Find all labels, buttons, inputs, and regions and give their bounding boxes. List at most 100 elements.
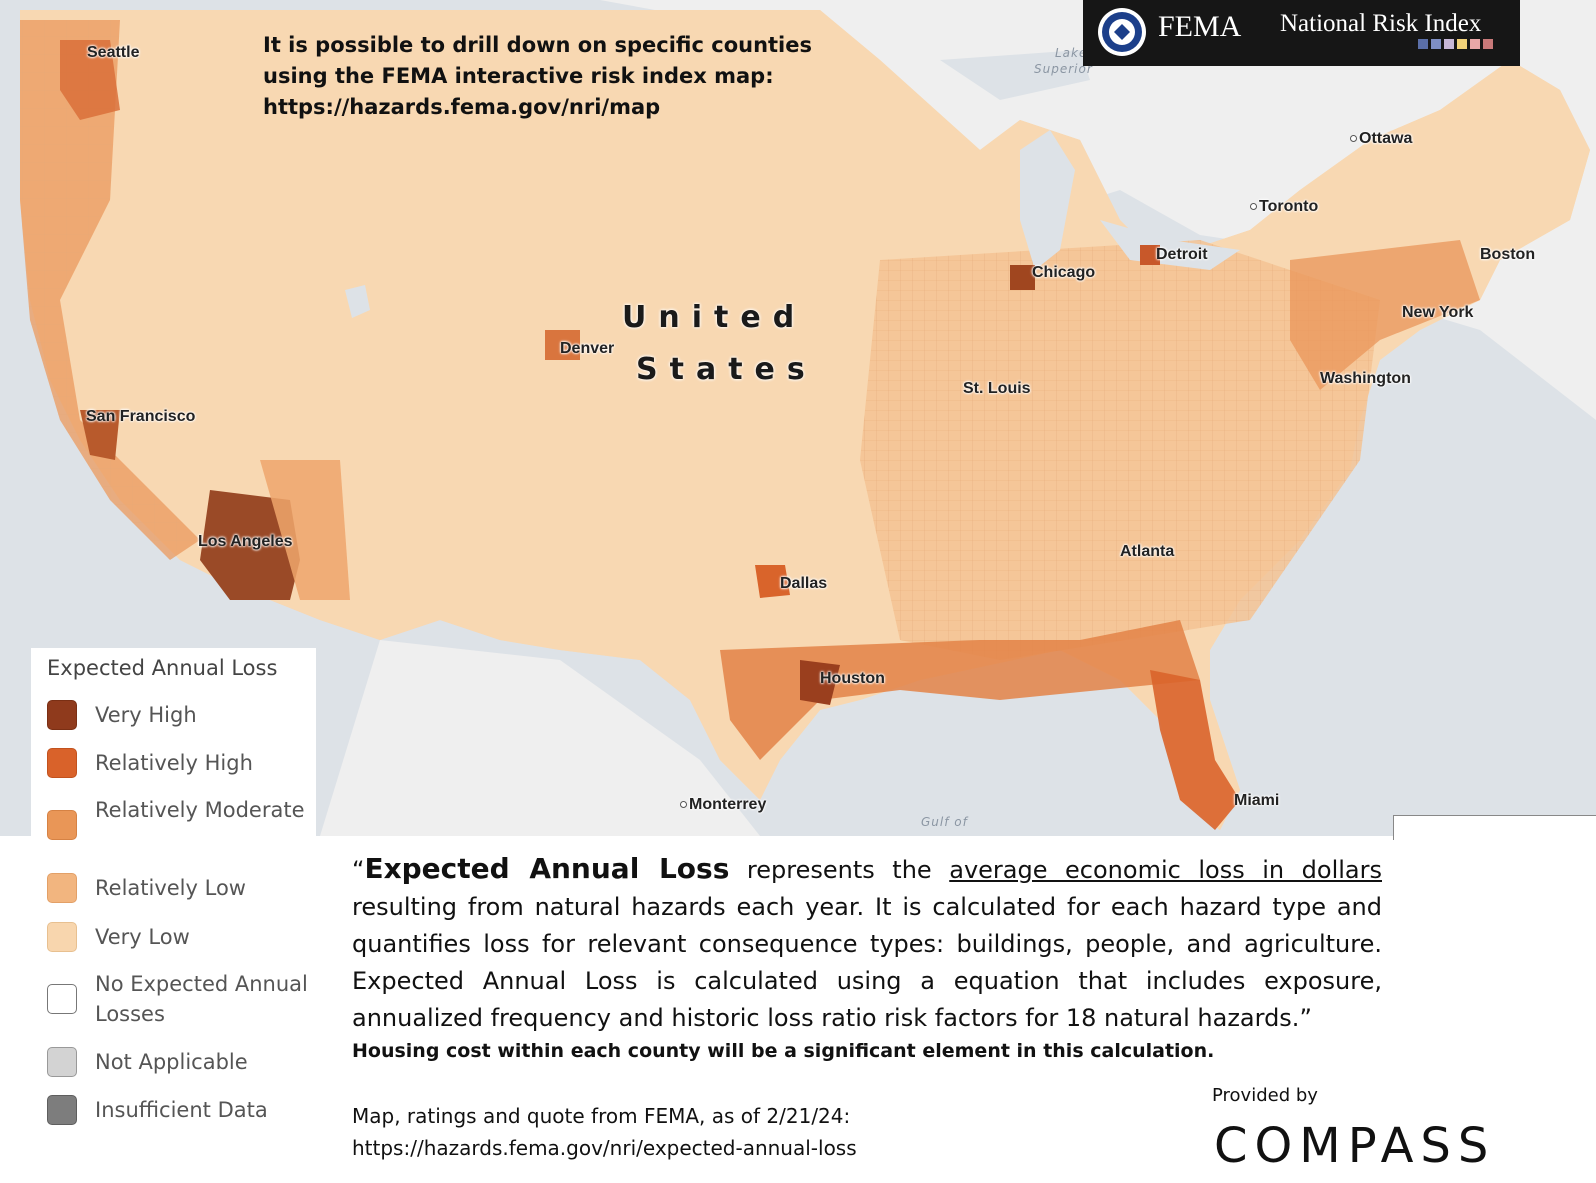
dallas-region: [755, 565, 790, 598]
risk-map[interactable]: Lake Superior Gulf of United States Seat…: [0, 0, 1596, 836]
lake-label-2: Superior: [1034, 62, 1093, 76]
legend-swatch: [47, 1047, 77, 1077]
nri-bar-square: [1457, 39, 1467, 49]
seattle-region: [60, 40, 120, 120]
city-dallas[interactable]: Dallas: [780, 575, 827, 593]
legend-label: Relatively Moderate: [95, 798, 305, 822]
nri-title: National Risk Index: [1280, 10, 1482, 37]
city-miami[interactable]: Miami: [1234, 792, 1279, 810]
lake-michigan: [1020, 130, 1075, 270]
la-region: [200, 490, 300, 600]
housing-cost-note: Housing cost within each county will be …: [352, 1040, 1215, 1062]
country-label-states: States: [636, 352, 817, 387]
city-los-angeles[interactable]: Los Angeles: [198, 533, 293, 551]
map-legend: Expected Annual Loss Very High Relativel…: [31, 648, 316, 1183]
eal-definition-quote: “Expected Annual Loss represents the ave…: [352, 850, 1382, 1037]
detroit-region: [1140, 245, 1160, 265]
sf-region: [80, 410, 120, 460]
city-label: Washington: [1320, 370, 1411, 387]
city-label: Houston: [820, 670, 885, 687]
city-boston[interactable]: Boston: [1480, 246, 1535, 264]
city-dot-icon: [1350, 135, 1357, 143]
legend-swatch: [47, 748, 77, 778]
legend-label: Insufficient Data: [95, 1098, 268, 1122]
northeast-region: [1290, 240, 1480, 390]
city-san-francisco[interactable]: San Francisco: [86, 408, 195, 426]
city-label: Detroit: [1156, 246, 1208, 263]
drill-down-link[interactable]: https://hazards.fema.gov/nri/map: [263, 95, 661, 119]
legend-swatch: [47, 873, 77, 903]
quote-text: resulting from natural hazards each year…: [352, 893, 1382, 1032]
city-label: St. Louis: [963, 380, 1031, 397]
legend-swatch: [47, 922, 77, 952]
city-label: San Francisco: [86, 408, 196, 425]
lake-label-1: Lake: [1055, 46, 1088, 60]
map-corner-panel: [1393, 815, 1596, 840]
legend-label: Relatively High: [95, 751, 253, 775]
source-line: Map, ratings and quote from FEMA, as of …: [352, 1104, 851, 1128]
legend-label: Very High: [95, 703, 197, 727]
city-seattle[interactable]: Seattle: [87, 44, 139, 62]
florida-region: [1150, 670, 1240, 830]
city-denver[interactable]: Denver: [560, 340, 614, 358]
city-atlanta[interactable]: Atlanta: [1120, 543, 1174, 561]
city-dot-icon: [1250, 203, 1257, 211]
mexico-land: [320, 640, 760, 836]
city-houston[interactable]: Houston: [820, 670, 885, 688]
city-washington[interactable]: Washington: [1320, 370, 1411, 388]
nri-bar-square: [1483, 39, 1493, 49]
dhs-seal-icon: [1098, 8, 1146, 56]
legend-label: Not Applicable: [95, 1050, 248, 1074]
gulf-coast-region: [720, 620, 1200, 760]
southwest-region: [260, 460, 350, 600]
city-label: Chicago: [1032, 264, 1096, 281]
legend-swatch: [47, 1095, 77, 1125]
canada-land: [0, 0, 1596, 420]
city-label: Ottawa: [1359, 130, 1413, 147]
map-canvas: [0, 0, 1596, 836]
nri-bar-square: [1418, 39, 1428, 49]
quote-open-mark: “: [352, 856, 365, 884]
legend-swatch: [47, 700, 77, 730]
chicago-region: [1010, 265, 1035, 290]
legend-label: Relatively Low: [95, 876, 246, 900]
quote-term: Expected Annual Loss: [364, 852, 730, 885]
source-link[interactable]: https://hazards.fema.gov/nri/expected-an…: [352, 1136, 857, 1160]
country-label-united: United: [622, 300, 807, 335]
great-salt-lake: [345, 285, 370, 318]
city-label: Dallas: [780, 575, 828, 592]
city-ottawa[interactable]: Ottawa: [1350, 130, 1412, 148]
legend-title: Expected Annual Loss: [47, 656, 278, 680]
legend-label: Very Low: [95, 925, 190, 949]
fema-name: FEMA: [1158, 10, 1242, 43]
city-label: New York: [1402, 304, 1474, 321]
drill-down-note: It is possible to drill down on specific…: [263, 30, 823, 123]
city-label: Atlanta: [1120, 543, 1175, 560]
city-label: Monterrey: [689, 796, 767, 813]
nri-bar-square: [1444, 39, 1454, 49]
city-chicago[interactable]: Chicago: [1032, 264, 1095, 282]
houston-region: [800, 660, 840, 705]
quote-underlined: average economic loss in dollars: [949, 856, 1382, 884]
lake-erie: [1100, 220, 1240, 270]
city-dot-icon: [680, 801, 687, 809]
drill-down-line: It is possible to drill down on specific…: [263, 33, 812, 57]
city-monterrey[interactable]: Monterrey: [680, 796, 766, 814]
city-new-york[interactable]: New York: [1402, 304, 1473, 322]
source-citation: Map, ratings and quote from FEMA, as of …: [352, 1100, 857, 1164]
city-st-louis[interactable]: St. Louis: [963, 380, 1031, 398]
city-label: Denver: [560, 340, 615, 357]
city-toronto[interactable]: Toronto: [1250, 198, 1318, 216]
city-label: Miami: [1234, 792, 1280, 809]
city-detroit[interactable]: Detroit: [1156, 246, 1208, 264]
nri-bar-square: [1431, 39, 1441, 49]
denver-region: [545, 330, 580, 360]
city-label: Toronto: [1259, 198, 1319, 215]
quote-text: represents the: [729, 856, 950, 884]
drill-down-line: using the FEMA interactive risk index ma…: [263, 64, 774, 88]
legend-label: No Expected Annual Losses: [95, 972, 308, 1026]
city-label: Boston: [1480, 246, 1536, 263]
gulf-label: Gulf of: [921, 815, 968, 829]
compass-logo: COMPASS: [1214, 1118, 1496, 1174]
lake-superior: [940, 50, 1090, 100]
